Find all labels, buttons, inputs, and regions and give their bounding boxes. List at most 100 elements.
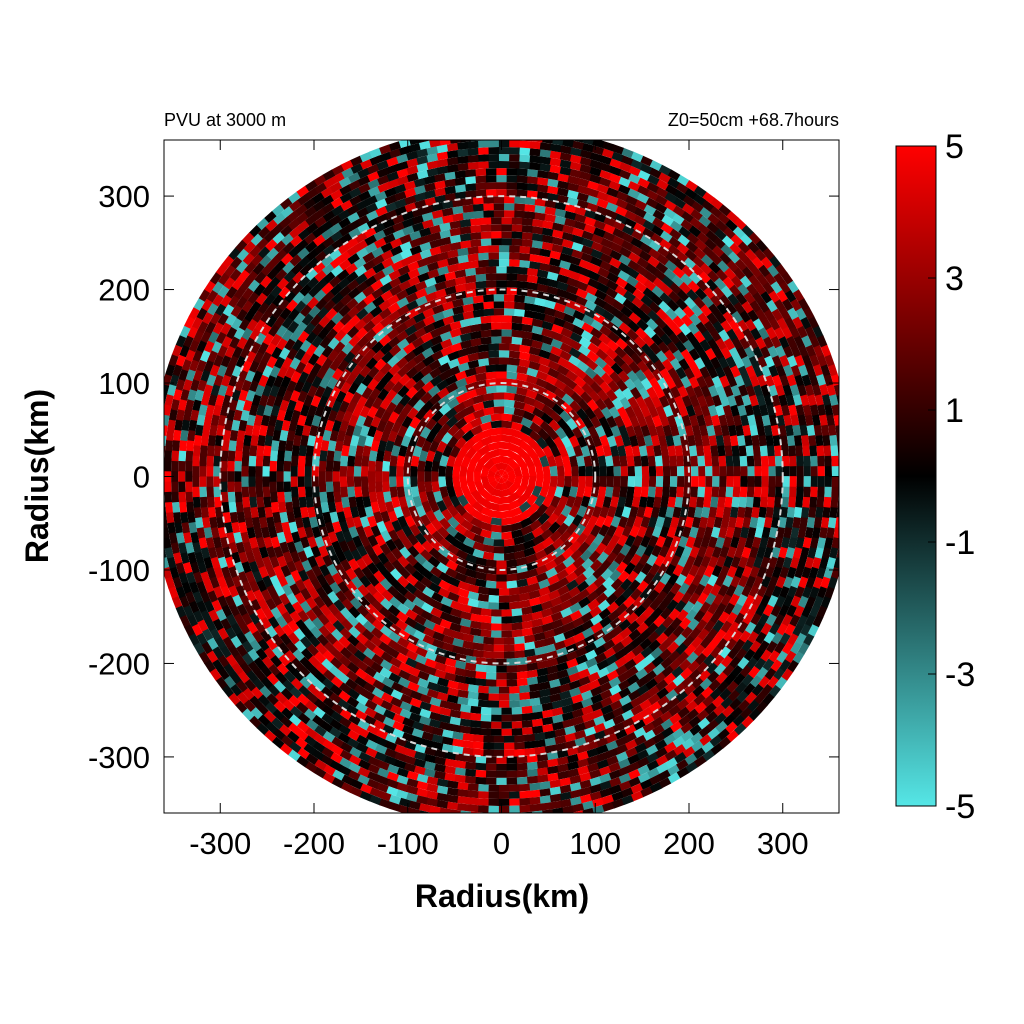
heatmap-cell xyxy=(232,594,244,608)
heatmap-cell xyxy=(516,678,529,687)
heatmap-cell xyxy=(409,705,422,716)
heatmap-cell xyxy=(513,308,525,317)
heatmap-cell xyxy=(348,314,361,328)
heatmap-cell xyxy=(328,275,342,288)
heatmap-cell xyxy=(578,336,592,349)
heatmap-cell xyxy=(363,301,377,314)
heatmap-cell xyxy=(687,434,696,447)
heatmap-cell xyxy=(715,574,726,587)
heatmap-cell xyxy=(321,677,335,691)
heatmap-cell xyxy=(498,686,510,694)
heatmap-cell xyxy=(312,234,326,247)
heatmap-cell xyxy=(214,506,224,519)
heatmap-cell xyxy=(559,777,572,787)
heatmap-cell xyxy=(272,429,282,442)
heatmap-cell xyxy=(531,526,545,539)
heatmap-cell xyxy=(501,721,513,729)
heatmap-cell xyxy=(699,516,709,529)
heatmap-cell xyxy=(620,465,629,477)
heatmap-cell xyxy=(357,766,371,778)
heatmap-cell xyxy=(618,254,632,266)
heatmap-cell xyxy=(312,741,326,753)
heatmap-cell xyxy=(588,550,601,563)
heatmap-cell xyxy=(462,303,474,313)
heatmap-cell xyxy=(403,465,411,477)
heatmap-cell xyxy=(648,701,662,713)
heatmap-cell xyxy=(781,496,790,508)
heatmap-cell xyxy=(737,699,751,712)
heatmap-cell xyxy=(618,424,629,437)
heatmap-cell xyxy=(513,400,526,410)
heatmap-cell xyxy=(332,300,345,314)
heatmap-cell xyxy=(770,280,783,294)
heatmap-cell xyxy=(501,476,509,480)
heatmap-cell xyxy=(391,381,404,394)
heatmap-cell xyxy=(717,680,730,693)
heatmap-cell xyxy=(467,797,479,806)
heatmap-cell xyxy=(341,496,350,509)
heatmap-cell xyxy=(801,374,812,387)
heatmap-cell xyxy=(467,598,480,608)
heatmap-cell xyxy=(295,619,308,632)
heatmap-cell xyxy=(516,776,528,785)
heatmap-cell xyxy=(700,404,711,417)
heatmap-cell xyxy=(341,598,354,611)
heatmap-cell xyxy=(690,304,703,317)
heatmap-cell xyxy=(225,384,235,397)
heatmap-cell xyxy=(518,585,531,595)
heatmap-cell xyxy=(569,339,582,351)
heatmap-cell xyxy=(212,322,224,335)
heatmap-cell xyxy=(259,323,272,337)
heatmap-cell xyxy=(412,495,423,509)
heatmap-cell xyxy=(257,435,266,447)
heatmap-cell xyxy=(403,350,417,363)
heatmap-cell xyxy=(786,335,797,349)
heatmap-cell xyxy=(308,587,320,601)
heatmap-cell xyxy=(475,175,487,184)
heatmap-cell xyxy=(683,257,696,270)
heatmap-cell xyxy=(292,669,305,682)
heatmap-cell xyxy=(213,476,221,488)
heatmap-cell xyxy=(311,605,324,618)
heatmap-cell xyxy=(588,389,601,403)
heatmap-cell xyxy=(626,486,635,498)
heatmap-cell xyxy=(758,613,770,626)
heatmap-cell xyxy=(645,744,659,756)
heatmap-cell xyxy=(385,551,398,565)
heatmap-cell xyxy=(493,196,505,204)
heatmap-cell xyxy=(270,501,280,514)
heatmap-cell xyxy=(248,536,259,550)
heatmap-cell xyxy=(467,790,479,799)
heatmap-cell xyxy=(259,685,272,699)
heatmap-cell xyxy=(263,293,276,307)
heatmap-cell xyxy=(444,407,458,420)
heatmap-cell xyxy=(252,262,265,276)
heatmap-cell xyxy=(495,364,507,372)
heatmap-cell xyxy=(488,686,500,694)
heatmap-cell xyxy=(711,486,720,498)
heatmap-cell xyxy=(632,405,644,418)
heatmap-cell xyxy=(534,732,546,741)
heatmap-cell xyxy=(669,658,682,671)
heatmap-cell xyxy=(799,516,809,529)
heatmap-cell xyxy=(396,774,409,785)
heatmap-cell xyxy=(357,719,371,731)
heatmap-cell xyxy=(270,491,278,503)
heatmap-cell xyxy=(599,476,607,488)
heatmap-cell xyxy=(383,560,396,574)
heatmap-cell xyxy=(411,728,425,739)
heatmap-cell xyxy=(237,269,250,283)
heatmap-cell xyxy=(403,187,417,198)
heatmap-cell xyxy=(699,304,712,317)
heatmap-cell xyxy=(768,649,781,663)
heatmap-cell xyxy=(507,469,516,477)
heatmap-cell xyxy=(279,633,292,646)
heatmap-cell xyxy=(434,654,448,665)
heatmap-cell xyxy=(691,676,704,689)
heatmap-cell xyxy=(744,536,755,549)
heatmap-cell xyxy=(320,754,334,767)
heatmap-cell xyxy=(446,256,459,266)
heatmap-cell xyxy=(367,425,378,438)
heatmap-cell xyxy=(508,458,520,470)
heatmap-cell xyxy=(290,569,302,583)
